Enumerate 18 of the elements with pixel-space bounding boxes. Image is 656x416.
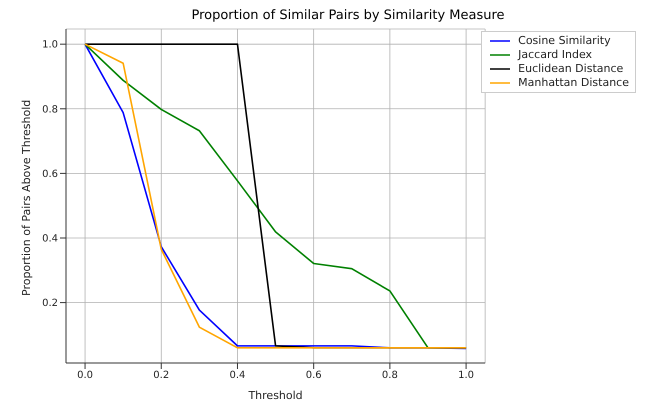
- x-tick-label: 0.0: [77, 370, 94, 382]
- y-tick-label: 0.4: [42, 234, 58, 245]
- x-tick-label: 0.2: [153, 370, 170, 382]
- legend-label: Cosine Similarity: [518, 34, 611, 48]
- y-tick-label: 0.2: [42, 298, 58, 310]
- y-tick-label: 0.8: [42, 104, 58, 116]
- y-tick-label: 1.0: [42, 40, 58, 51]
- y-tick-label: 0.6: [42, 168, 58, 180]
- x-tick-label: 0.6: [306, 370, 322, 382]
- chart-title: Proportion of Similar Pairs by Similarity Measure: [190, 8, 506, 23]
- x-axis-title: Threshold: [247, 389, 303, 402]
- legend-label: Jaccard Index: [518, 48, 592, 62]
- legend-label: Euclidean Distance: [518, 62, 624, 76]
- x-tick-label: 0.8: [382, 370, 398, 382]
- legend-label: Manhattan Distance: [518, 76, 629, 90]
- x-tick-label: 1.0: [458, 370, 474, 382]
- x-tick-label: 0.4: [230, 370, 246, 382]
- y-axis-title: Proportion of Pairs Above Threshold: [20, 100, 33, 296]
